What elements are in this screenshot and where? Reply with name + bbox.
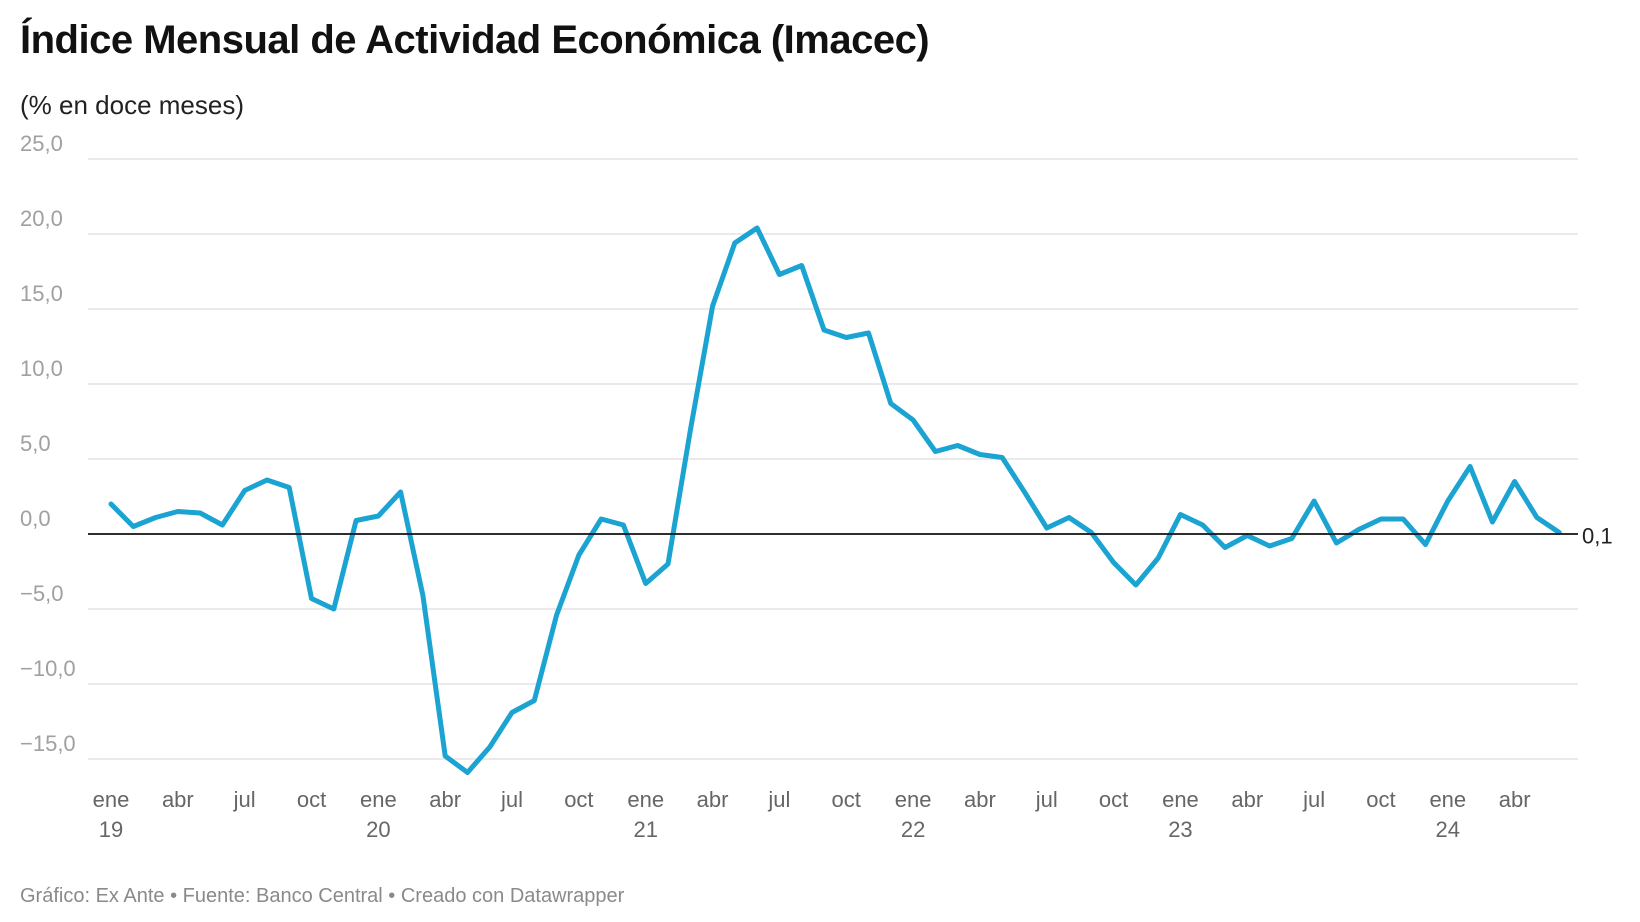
y-tick-label: −15,0 xyxy=(20,731,76,756)
x-tick-label: abr xyxy=(162,787,194,812)
x-tick-label: ene xyxy=(1429,787,1466,812)
x-tick-year-label: 23 xyxy=(1168,817,1192,842)
x-tick-label: ene xyxy=(1162,787,1199,812)
x-axis-ticks: ene 19 abr jul oct ene 20 abr jul oct ene 21 abr jul o… xyxy=(93,787,1531,842)
y-tick-label: 20,0 xyxy=(20,206,63,231)
x-tick-label: abr xyxy=(1499,787,1531,812)
x-tick-label: jul xyxy=(1302,787,1325,812)
x-tick-year-label: 20 xyxy=(366,817,390,842)
x-tick-label: ene xyxy=(895,787,932,812)
x-tick-year-label: 19 xyxy=(99,817,123,842)
end-value-label: 0,1 xyxy=(1582,524,1613,549)
chart-footer: Gráfico: Ex Ante • Fuente: Banco Central… xyxy=(20,885,625,907)
x-tick-label: oct xyxy=(1366,787,1395,812)
y-tick-label: 25,0 xyxy=(20,131,63,156)
y-axis-ticks: 25,0 20,0 15,0 10,0 5,0 0,0 −5,0 −10,0 −15,0 xyxy=(20,131,76,756)
x-tick-label: jul xyxy=(767,787,790,812)
chart-subtitle: (% en doce meses) xyxy=(20,90,244,120)
x-tick-label: ene xyxy=(627,787,664,812)
x-tick-label: oct xyxy=(564,787,593,812)
gridlines xyxy=(88,158,1578,760)
y-tick-label: 10,0 xyxy=(20,356,63,381)
x-tick-label: abr xyxy=(1231,787,1263,812)
x-tick-label: oct xyxy=(1099,787,1128,812)
chart-title: Índice Mensual de Actividad Económica (I… xyxy=(20,18,930,62)
x-tick-year-label: 24 xyxy=(1436,817,1460,842)
x-tick-year-label: 22 xyxy=(901,817,925,842)
x-tick-label: jul xyxy=(233,787,256,812)
series-layer: 0,1 xyxy=(88,225,1613,775)
x-tick-label: abr xyxy=(964,787,996,812)
x-tick-label: oct xyxy=(297,787,326,812)
x-tick-label: abr xyxy=(429,787,461,812)
x-tick-year-label: 21 xyxy=(633,817,657,842)
y-tick-label: 5,0 xyxy=(20,431,51,456)
x-tick-label: jul xyxy=(500,787,523,812)
x-tick-label: jul xyxy=(1035,787,1058,812)
series-line-imacec xyxy=(108,225,1562,775)
y-tick-label: 15,0 xyxy=(20,281,63,306)
y-tick-label: 0,0 xyxy=(20,506,51,531)
x-tick-label: oct xyxy=(832,787,861,812)
x-tick-label: abr xyxy=(697,787,729,812)
x-tick-label: ene xyxy=(360,787,397,812)
line-chart: 25,0 20,0 15,0 10,0 5,0 0,0 −5,0 −10,0 −15,0 ene… xyxy=(20,131,1613,842)
y-tick-label: −5,0 xyxy=(20,581,63,606)
x-tick-label: ene xyxy=(93,787,130,812)
y-tick-label: −10,0 xyxy=(20,656,76,681)
